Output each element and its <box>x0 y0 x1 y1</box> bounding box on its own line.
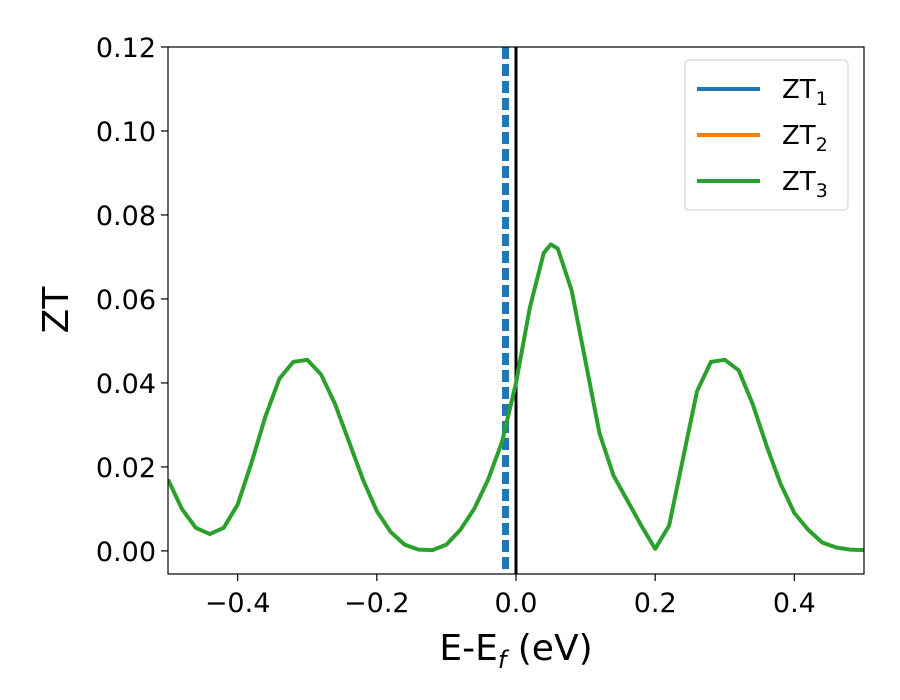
x-tick-label: −0.2 <box>344 588 410 619</box>
y-tick-label: 0.12 <box>96 33 156 64</box>
x-tick-label: −0.4 <box>205 588 271 619</box>
x-tick-label: 0.4 <box>773 588 816 619</box>
y-tick-label: 0.06 <box>96 285 156 316</box>
y-tick-label: 0.04 <box>96 369 156 400</box>
legend-label-zt3: ZT3 <box>782 167 828 202</box>
series-line-zt3 <box>168 242 864 553</box>
y-tick-label: 0.00 <box>96 537 156 568</box>
legend-label-zt1: ZT1 <box>782 75 828 110</box>
legend: ZT1 ZT2 ZT3 <box>684 59 849 211</box>
x-axis-title: E-Ef (eV) <box>439 628 592 674</box>
x-tick-label: 0.2 <box>634 588 677 619</box>
y-tick-label: 0.02 <box>96 453 156 484</box>
y-tick-label: 0.10 <box>96 117 156 148</box>
y-tick-label: 0.08 <box>96 201 156 232</box>
y-axis-title: ZT <box>36 286 77 334</box>
x-tick-label: 0.0 <box>495 588 538 619</box>
legend-label-zt2: ZT2 <box>782 121 828 156</box>
legend-box <box>684 59 849 211</box>
